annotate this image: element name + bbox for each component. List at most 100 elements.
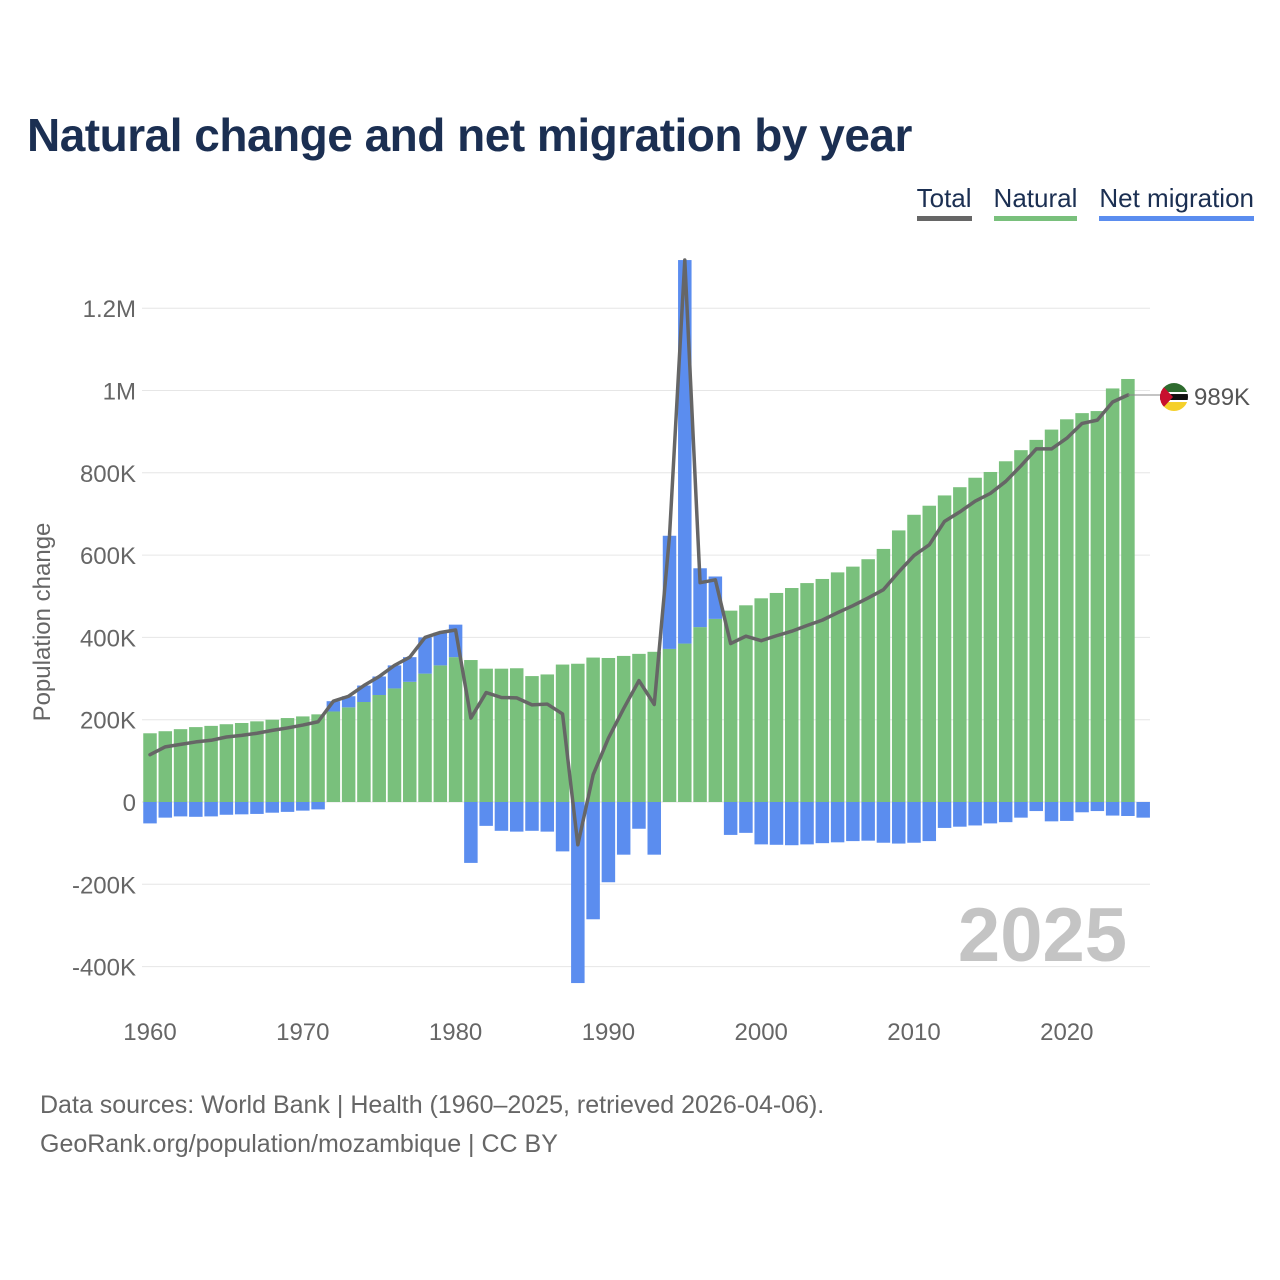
bar-natural xyxy=(173,729,188,802)
bar-net-migration xyxy=(1029,802,1043,812)
bar-natural xyxy=(983,471,998,802)
bar-natural xyxy=(1090,411,1105,802)
footer: Data sources: World Bank | Health (1960–… xyxy=(40,1086,824,1164)
bar-natural xyxy=(311,714,325,802)
bar-natural xyxy=(800,583,814,802)
bar-net-migration xyxy=(861,802,875,841)
year-watermark: 2025 xyxy=(958,893,1127,978)
bar-natural xyxy=(846,566,860,802)
x-tick-label: 2010 xyxy=(887,1019,940,1046)
bar-net-migration xyxy=(403,657,417,682)
bar-natural xyxy=(403,681,417,802)
y-tick-label: 200K xyxy=(80,708,136,735)
bar-net-migration xyxy=(464,802,478,863)
bar-natural xyxy=(479,668,493,802)
bar-net-migration xyxy=(296,802,310,811)
bar-net-migration xyxy=(525,802,539,831)
bar-net-migration xyxy=(632,802,646,829)
bar-natural xyxy=(433,665,448,802)
bar-net-migration xyxy=(433,632,448,666)
bar-natural xyxy=(265,719,279,802)
bar-natural xyxy=(296,716,310,802)
bar-natural xyxy=(785,588,799,802)
x-tick-label: 2000 xyxy=(735,1019,788,1046)
bar-net-migration xyxy=(250,802,264,814)
bar-natural xyxy=(601,657,616,802)
bar-net-migration xyxy=(815,802,830,844)
bar-net-migration xyxy=(555,802,570,852)
y-tick-label: 400K xyxy=(80,625,136,652)
bar-natural xyxy=(372,695,386,802)
bar-natural xyxy=(1121,378,1135,802)
y-axis-label: Population change xyxy=(29,523,56,722)
bar-net-migration xyxy=(509,802,524,832)
bar-net-migration xyxy=(189,802,203,817)
x-tick-label: 2020 xyxy=(1040,1019,1093,1046)
y-tick-label: -200K xyxy=(72,872,136,899)
bar-net-migration xyxy=(280,802,295,812)
total-last-value-label: 989K xyxy=(1194,384,1250,411)
bar-net-migration xyxy=(586,802,600,920)
bar-natural xyxy=(708,618,723,802)
bar-natural xyxy=(326,711,341,802)
x-tick-label: 1980 xyxy=(429,1019,482,1046)
bar-net-migration xyxy=(326,701,341,712)
bar-natural xyxy=(953,487,967,802)
bar-natural xyxy=(769,592,784,802)
bar-natural xyxy=(1014,450,1028,802)
bar-net-migration xyxy=(204,802,218,817)
footer-credit[interactable]: GeoRank.org/population/mozambique | CC B… xyxy=(40,1130,558,1158)
bar-net-migration xyxy=(173,802,188,817)
legend-total[interactable]: Total xyxy=(916,183,972,221)
bar-natural xyxy=(1060,419,1074,802)
bar-net-migration xyxy=(387,665,402,689)
bar-natural xyxy=(494,668,509,802)
bar-natural xyxy=(662,648,677,802)
bar-natural xyxy=(509,668,524,802)
bar-natural xyxy=(998,461,1013,802)
bar-natural xyxy=(387,688,402,802)
bar-net-migration xyxy=(1044,802,1059,822)
bar-net-migration xyxy=(311,802,325,810)
bar-net-migration xyxy=(907,802,921,843)
bar-natural xyxy=(937,495,952,802)
footer-sources: Data sources: World Bank | Health (1960–… xyxy=(40,1091,825,1119)
total-line xyxy=(148,258,1130,847)
bar-net-migration xyxy=(891,802,906,844)
bar-net-migration xyxy=(922,802,937,842)
bar-natural xyxy=(723,610,738,802)
bar-natural xyxy=(250,721,264,802)
bar-natural xyxy=(158,731,173,802)
x-tick-label: 1970 xyxy=(276,1019,329,1046)
bar-net-migration xyxy=(418,637,432,674)
bar-natural xyxy=(555,664,570,802)
legend-natural[interactable]: Natural xyxy=(993,183,1078,221)
bar-natural xyxy=(922,505,937,802)
bar-net-migration xyxy=(723,802,738,835)
bar-net-migration xyxy=(479,802,493,826)
bar-net-migration xyxy=(494,802,509,831)
bar-natural xyxy=(1029,439,1043,802)
bar-net-migration xyxy=(540,802,555,832)
bar-natural xyxy=(540,674,555,802)
bar-natural xyxy=(357,702,371,802)
legend-net-migration[interactable]: Net migration xyxy=(1099,183,1254,221)
bar-natural xyxy=(219,724,234,802)
bar-net-migration xyxy=(1121,802,1135,816)
bar-net-migration xyxy=(846,802,860,842)
bar-net-migration xyxy=(968,802,982,826)
y-tick-label: 600K xyxy=(80,543,136,570)
bar-natural xyxy=(907,514,921,802)
chart-title: Natural change and net migration by year xyxy=(27,109,912,161)
bar-natural xyxy=(647,651,661,802)
bar-net-migration xyxy=(647,802,661,855)
bar-natural xyxy=(143,733,157,802)
bar-net-migration xyxy=(158,802,173,818)
bar-net-migration xyxy=(785,802,799,846)
bar-natural xyxy=(968,477,982,802)
bar-natural xyxy=(1044,429,1059,802)
bar-natural xyxy=(632,653,646,802)
bar-net-migration xyxy=(1090,802,1105,812)
bar-natural xyxy=(448,657,463,802)
